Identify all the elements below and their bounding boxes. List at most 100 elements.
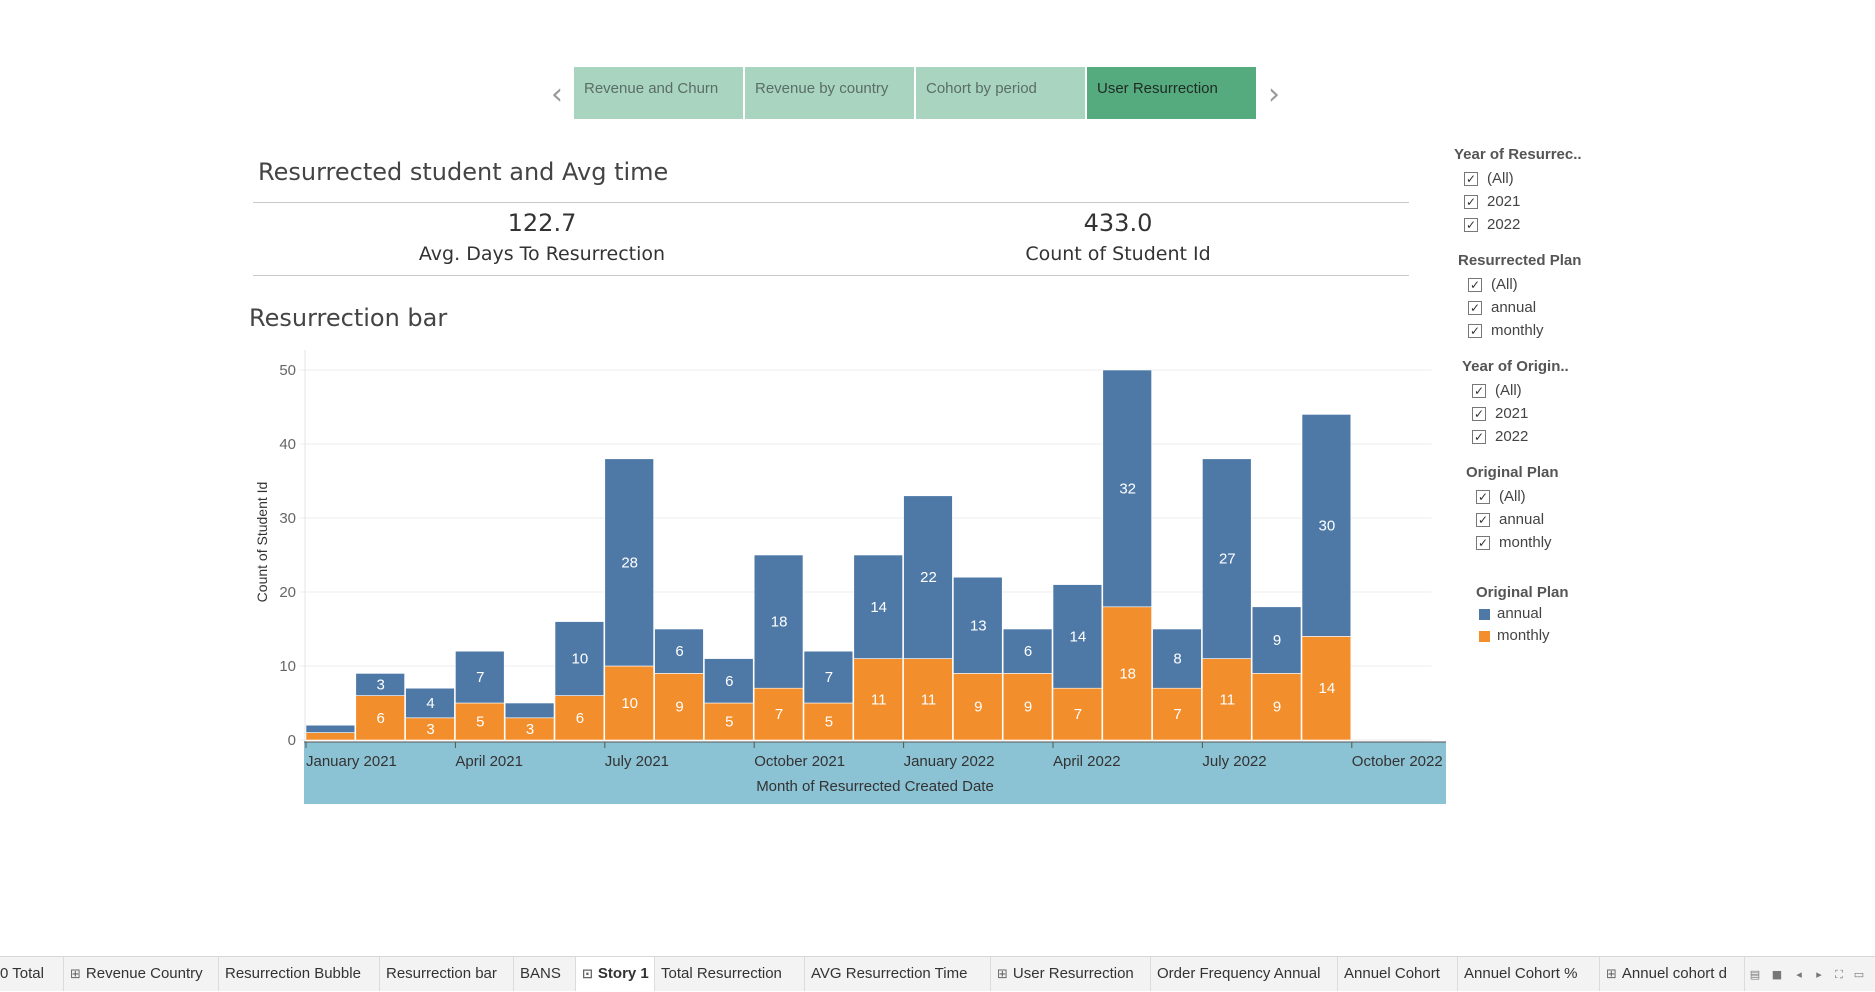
- sheet-tab-annuel-cohort-d[interactable]: ⊞ Annuel cohort d: [1600, 957, 1745, 991]
- avg-days-value: 122.7: [507, 209, 577, 237]
- bar-label: 6: [725, 673, 733, 690]
- filter-option-label: 2022: [1495, 428, 1529, 445]
- y-tick-label: 40: [279, 436, 296, 453]
- y-axis-label: Count of Student Id: [254, 482, 270, 603]
- x-tick-label: January 2022: [904, 753, 995, 770]
- prev-sheet-icon[interactable]: ◂: [1796, 968, 1802, 981]
- filter-option-label: 2022: [1487, 216, 1521, 233]
- bar-annual: [604, 458, 654, 667]
- bar-monthly: [554, 695, 605, 741]
- bar-label: 30: [1319, 517, 1336, 534]
- legend-swatch-monthly: [1479, 631, 1490, 642]
- student-count-value: 433.0: [1083, 209, 1153, 237]
- sheet-tab-resurrection-bubble[interactable]: Resurrection Bubble: [219, 957, 380, 991]
- bar-monthly: [1002, 673, 1053, 741]
- filter-title-resurrected-plan: Resurrected Plan: [1458, 252, 1582, 269]
- bar-label: 10: [621, 695, 638, 712]
- checkbox-checked-icon[interactable]: ✓: [1468, 301, 1482, 315]
- x-axis-label: Month of Resurrected Created Date: [756, 778, 994, 795]
- bar-label: 9: [1024, 699, 1032, 716]
- filter-option-label: annual: [1499, 511, 1545, 528]
- sheet-tab-order-frequency-annual[interactable]: Order Frequency Annual: [1151, 957, 1338, 991]
- checkbox-checked-icon[interactable]: ✓: [1476, 513, 1490, 527]
- bar-label: 18: [1119, 665, 1136, 682]
- checkbox-checked-icon[interactable]: ✓: [1468, 324, 1482, 338]
- bar-label: 9: [1273, 632, 1281, 649]
- filter-title-year-of-origin: Year of Origin..: [1462, 358, 1569, 375]
- sheet-tab-annuel-cohort[interactable]: Annuel Cohort %: [1458, 957, 1600, 991]
- bar-label: 5: [725, 714, 733, 731]
- bar-label: 9: [1273, 699, 1281, 716]
- bar-annual: [1052, 584, 1103, 689]
- story-tab-cohort-by-period[interactable]: Cohort by period: [916, 67, 1085, 119]
- sheet-tab-bans[interactable]: BANS: [514, 957, 576, 991]
- checkbox-checked-icon[interactable]: ✓: [1468, 278, 1482, 292]
- bar-label: 6: [377, 710, 385, 727]
- checkbox-checked-icon[interactable]: ✓: [1476, 490, 1490, 504]
- summary-title: Resurrected student and Avg time: [258, 158, 669, 186]
- sheet-tab-resurrection-bar[interactable]: Resurrection bar: [380, 957, 514, 991]
- sheet-tab-label: BANS: [520, 965, 561, 982]
- bar-annual: [903, 495, 953, 659]
- story-tab-revenue-and-churn[interactable]: Revenue and Churn: [574, 67, 743, 119]
- next-sheet-icon[interactable]: ▸: [1816, 968, 1822, 981]
- sheet-tab-0-total[interactable]: 0 Total: [0, 957, 64, 991]
- bar-label: 14: [1070, 628, 1087, 645]
- bar-annual: [654, 628, 704, 674]
- bar-label: 18: [771, 614, 788, 631]
- legend-label: monthly: [1497, 627, 1550, 644]
- bar-label: 7: [476, 669, 484, 686]
- sheet-tab-total-resurrection[interactable]: Total Resurrection: [655, 957, 805, 991]
- bar-monthly: [1251, 673, 1302, 741]
- bar-label: 7: [1173, 706, 1181, 723]
- resurrection-bar-chart: 0 10 20 30 40 50 Count of Student Id Month of R…: [254, 350, 1446, 804]
- presentation-mode-icon[interactable]: ▭: [1853, 968, 1865, 981]
- bar-label: 11: [921, 691, 937, 708]
- sheet-tab-story-1[interactable]: ⊡ Story 1: [576, 957, 655, 991]
- filter-title-original-plan: Original Plan: [1466, 464, 1559, 481]
- bar-monthly: [1102, 606, 1152, 741]
- x-tick-label: October 2021: [754, 753, 845, 770]
- story-tab-revenue-by-country[interactable]: Revenue by country: [745, 67, 914, 119]
- bar-label: 3: [426, 721, 434, 738]
- y-tick-label: 0: [288, 732, 296, 749]
- checkbox-checked-icon[interactable]: ✓: [1472, 430, 1486, 444]
- bar-annual: [504, 702, 555, 719]
- x-tick-label: July 2021: [605, 753, 669, 770]
- sheet-tab-avg-resurrection-time[interactable]: AVG Resurrection Time: [805, 957, 991, 991]
- bar-annual: [1002, 628, 1053, 674]
- sheet-tab-user-resurrection[interactable]: ⊞ User Resurrection: [991, 957, 1151, 991]
- checkbox-checked-icon[interactable]: ✓: [1472, 407, 1486, 421]
- bar-annual: [554, 621, 605, 696]
- checkbox-checked-icon[interactable]: ✓: [1464, 195, 1478, 209]
- bar-annual: [1152, 628, 1202, 689]
- legend-title: Original Plan: [1476, 584, 1569, 601]
- checkbox-checked-icon[interactable]: ✓: [1476, 536, 1490, 550]
- bar-monthly: [753, 687, 804, 741]
- bar-annual: [953, 576, 1003, 674]
- story-prev-arrow[interactable]: ‹: [551, 77, 563, 112]
- filter-option-label: 2021: [1487, 193, 1521, 210]
- sheet-tab-label: 0 Total: [0, 965, 44, 982]
- bar-monthly: [853, 658, 903, 741]
- bar-label: 7: [825, 669, 833, 686]
- show-sheet-sorter-icon[interactable]: ■: [1771, 968, 1783, 981]
- sheet-tab-label: User Resurrection: [1012, 965, 1134, 982]
- checkbox-checked-icon[interactable]: ✓: [1472, 384, 1486, 398]
- show-filmstrip-icon[interactable]: ▤: [1749, 968, 1761, 981]
- sheet-tab-annuel-cohort[interactable]: Annuel Cohort: [1338, 957, 1458, 991]
- bar-monthly: [1152, 687, 1202, 741]
- story-tab-user-resurrection[interactable]: User Resurrection: [1087, 67, 1256, 119]
- bar-label: 5: [476, 714, 484, 731]
- bar-monthly: [1052, 687, 1103, 741]
- sheet-tab-label: Story 1: [597, 965, 649, 982]
- story-next-arrow[interactable]: ›: [1268, 77, 1280, 112]
- bar-annual: [1301, 414, 1352, 637]
- sheet-tab-revenue-country[interactable]: ⊞ Revenue Country: [64, 957, 219, 991]
- bar-monthly: [903, 658, 953, 741]
- bar-label: 3: [526, 721, 534, 738]
- checkbox-checked-icon[interactable]: ✓: [1464, 172, 1478, 186]
- checkbox-checked-icon[interactable]: ✓: [1464, 218, 1478, 232]
- y-tick-label: 30: [279, 510, 296, 527]
- fullscreen-icon[interactable]: ⛶: [1835, 968, 1843, 981]
